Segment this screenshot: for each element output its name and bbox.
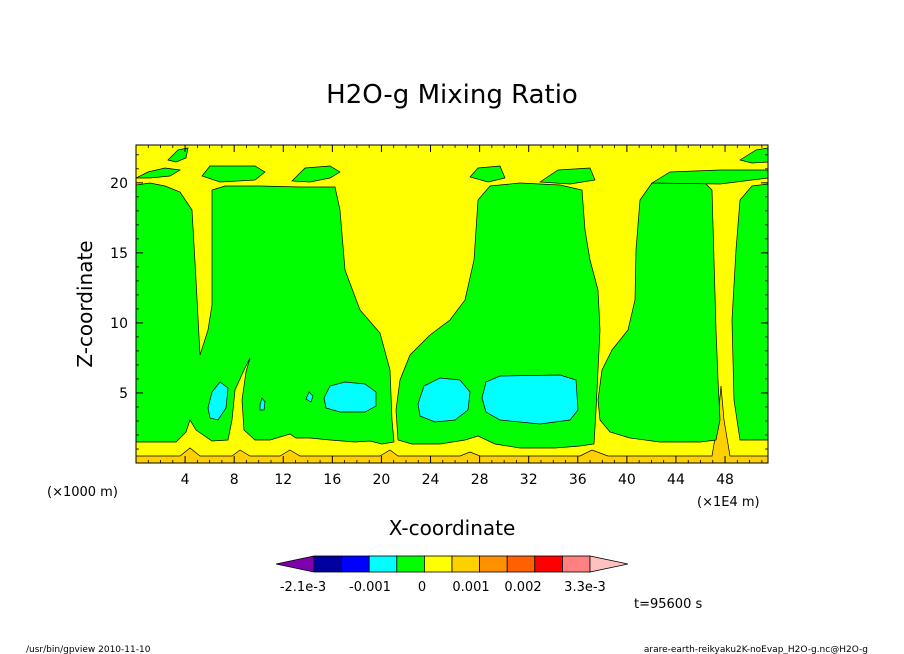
colorbar-cell xyxy=(423,555,453,573)
contour-left-green xyxy=(136,182,395,445)
colorbar-low-arrow xyxy=(275,555,315,573)
colorbar-cell xyxy=(562,555,591,573)
colorbar-label: 0 xyxy=(418,580,426,595)
colorbar-cell xyxy=(451,555,481,573)
x-tick-label: 28 xyxy=(471,472,489,488)
y-tick-label: 10 xyxy=(110,316,128,332)
time-label: t=95600 s xyxy=(634,597,702,612)
colorbar-cell xyxy=(534,555,563,573)
colorbar-label: -2.1e-3 xyxy=(280,580,326,595)
contour-top-band-7 xyxy=(167,147,189,163)
contour-top-band-2 xyxy=(201,165,266,183)
x-tick-label: 16 xyxy=(323,472,341,488)
colorbar-cell xyxy=(313,555,343,573)
x-tick-label: 12 xyxy=(274,472,292,488)
y-tick-label: 20 xyxy=(110,176,128,192)
contour-cyan-1 xyxy=(207,381,229,421)
x-tick-label: 36 xyxy=(569,472,587,488)
contour-bottom-orange xyxy=(136,385,768,463)
x-tick-label: 44 xyxy=(667,472,685,488)
colorbar-cell xyxy=(368,555,398,573)
footer-right: arare-earth-reikyaku2K-noEvap_H2O-g.nc@H… xyxy=(644,645,868,654)
colorbar-cell xyxy=(396,555,425,573)
contour-top-band-5 xyxy=(538,167,596,185)
x-unit-left: (×1000 m) xyxy=(47,485,118,500)
colorbar: -2.1e-3 -0.001 0 0.001 0.002 3.3e-3 xyxy=(275,555,629,595)
chart-title: H2O-g Mixing Ratio xyxy=(326,80,578,110)
contour-top-band-4 xyxy=(469,165,506,183)
contour-cyan-6 xyxy=(481,374,579,425)
colorbar-label: 0.002 xyxy=(504,580,541,595)
colorbar-high-arrow xyxy=(589,555,629,573)
contour-top-band-1 xyxy=(136,167,182,179)
x-tick-label: 40 xyxy=(618,472,636,488)
colorbar-label: 3.3e-3 xyxy=(564,580,606,595)
colorbar-cell xyxy=(506,555,536,573)
contour-right-green xyxy=(597,179,721,443)
contour-cyan-2 xyxy=(259,397,266,411)
x-unit-right: (×1E4 m) xyxy=(697,495,760,510)
colorbar-cell xyxy=(479,555,508,573)
colorbar-cell xyxy=(341,555,370,573)
plot-frame xyxy=(135,144,769,464)
y-tick-label: 5 xyxy=(119,386,128,402)
x-tick-label: 8 xyxy=(230,472,239,488)
contour-cyan-5 xyxy=(417,377,471,423)
x-tick-label: 4 xyxy=(181,472,190,488)
contour-top-band-3 xyxy=(291,165,341,183)
x-tick-label: 32 xyxy=(520,472,538,488)
x-tick-label: 20 xyxy=(373,472,391,488)
y-tick-label: 15 xyxy=(110,246,128,262)
y-axis-ticks: 5 10 15 20 xyxy=(110,154,768,450)
x-axis-ticks: 4 8 12 16 20 24 28 32 36 40 44 48 xyxy=(147,145,763,488)
x-axis-label: X-coordinate xyxy=(389,516,516,540)
contour-cyan-4 xyxy=(323,381,377,413)
contour-top-band-8 xyxy=(739,147,768,164)
contour-top-band-6 xyxy=(650,169,768,185)
y-axis-label: Z-coordinate xyxy=(73,240,97,367)
colorbar-label: -0.001 xyxy=(349,580,391,595)
x-tick-label: 24 xyxy=(422,472,440,488)
x-tick-label: 48 xyxy=(716,472,734,488)
footer-left: /usr/bin/gpview 2010-11-10 xyxy=(26,645,151,654)
contour-edge-green xyxy=(731,183,768,441)
contour-cyan-3 xyxy=(305,391,314,403)
colorbar-label: 0.001 xyxy=(452,580,489,595)
